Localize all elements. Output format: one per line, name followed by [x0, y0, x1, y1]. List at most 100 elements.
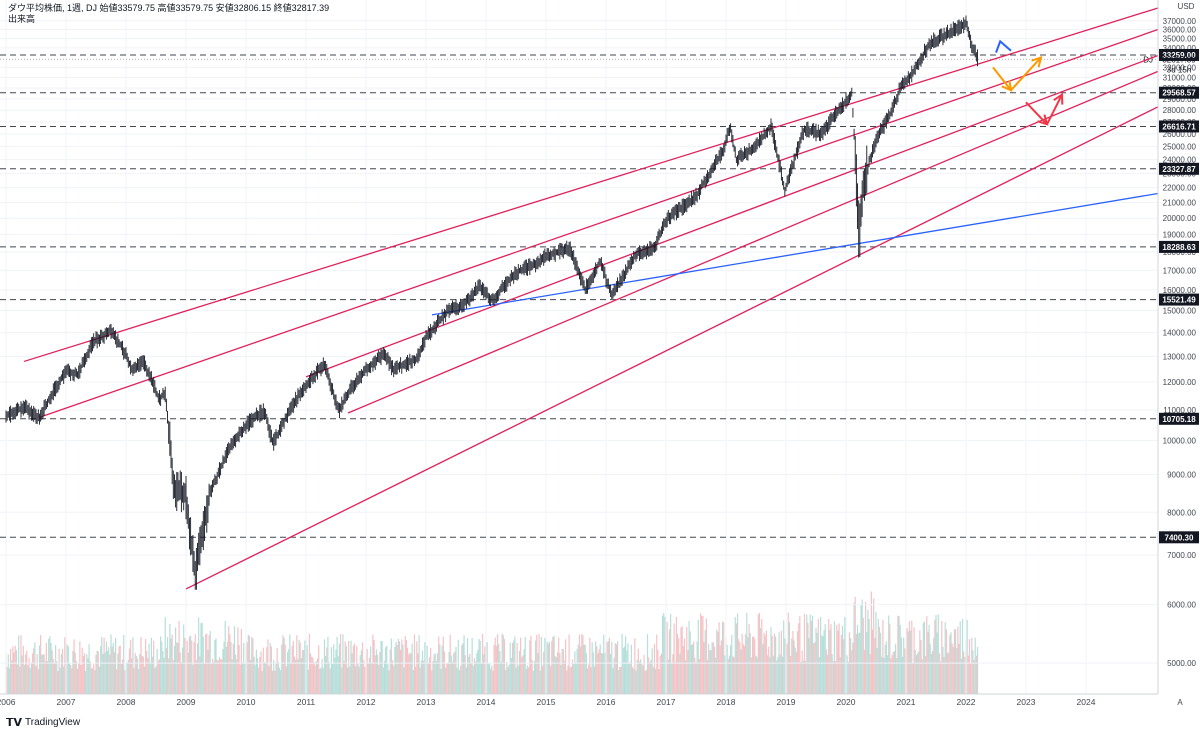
- volume-bar: [656, 634, 658, 694]
- volume-bar: [306, 645, 308, 694]
- volume-bar: [376, 655, 379, 694]
- volume-bar: [331, 663, 334, 694]
- volume-bar: [211, 658, 214, 694]
- volume-bar: [833, 621, 836, 694]
- volume-bar: [663, 613, 665, 694]
- volume-bar: [634, 638, 636, 694]
- volume-bar: [571, 659, 574, 694]
- volume-bar: [494, 637, 496, 694]
- volume-bar: [865, 601, 867, 694]
- volume-bar: [913, 627, 915, 694]
- volume-bar: [417, 653, 419, 694]
- arrow-down-segment[interactable]: [992, 66, 1012, 91]
- volume-bar: [21, 655, 23, 694]
- channel-line[interactable]: [185, 106, 1159, 590]
- volume-bar: [650, 660, 652, 694]
- volume-bar: [160, 636, 162, 694]
- volume-bar: [314, 665, 316, 694]
- volume-bar: [274, 670, 276, 694]
- volume-bar: [739, 642, 741, 694]
- arrow-up-segment[interactable]: [1010, 56, 1042, 91]
- arrow-up-head-icon[interactable]: [1031, 55, 1043, 68]
- level-price-tag-bg: [1159, 293, 1199, 306]
- volume-bar: [614, 643, 616, 694]
- volume-bar: [142, 656, 144, 694]
- volume-bar: [203, 663, 206, 694]
- scenario-arrows[interactable]: [992, 39, 1064, 126]
- auto-scale-button[interactable]: A: [1177, 698, 1183, 707]
- time-tick-label: 2024: [1077, 697, 1096, 707]
- price-axis[interactable]: USD 5000.00 6000.00 7000.00 8000.00 9000.00 10…: [1157, 0, 1200, 733]
- price-tick-label: 35000.00: [1163, 35, 1197, 44]
- arrow-down-head-icon[interactable]: [1001, 80, 1013, 92]
- volume-bar: [72, 650, 74, 694]
- channel-line[interactable]: [305, 54, 1159, 378]
- volume-bar: [803, 613, 806, 694]
- volume-bar: [756, 657, 758, 694]
- volume-bar: [697, 619, 699, 694]
- volume-bar: [473, 658, 476, 694]
- volume-bar: [303, 650, 305, 694]
- arrow-up-icon[interactable]: [995, 39, 1012, 53]
- arrow-up-segment[interactable]: [1046, 94, 1063, 125]
- volume-bar: [45, 643, 47, 694]
- price-tick-label: 10000.00: [1163, 437, 1197, 446]
- volume-bar: [776, 660, 778, 694]
- horizontal-levels[interactable]: DJ: [0, 54, 1158, 538]
- volume-bar: [398, 641, 401, 694]
- volume-bar: [601, 653, 604, 694]
- channel-line[interactable]: [347, 70, 1159, 414]
- volume-bar: [910, 630, 912, 694]
- volume-bar: [971, 637, 973, 694]
- volume-bar: [50, 642, 52, 694]
- volume-bar: [550, 666, 552, 694]
- volume-bar: [723, 622, 725, 694]
- volume-bar: [633, 668, 635, 694]
- volume-bar: [499, 650, 501, 694]
- arrow-up-head-icon[interactable]: [1053, 92, 1064, 105]
- volume-bar: [856, 624, 859, 694]
- volume-bar: [73, 639, 75, 694]
- volume-bar: [826, 655, 829, 694]
- trend-line[interactable]: [431, 192, 1159, 316]
- time-axis[interactable]: 2006 2007 2008 2009 2010 2011 2012 2013 2014 2015…: [0, 693, 1200, 733]
- price-tick-label: 26000.00: [1163, 130, 1197, 139]
- volume-bar: [368, 657, 371, 694]
- volume-bar: [966, 619, 968, 694]
- volume-bar: [693, 641, 695, 694]
- volume-bar: [124, 669, 126, 694]
- volume-bar: [358, 666, 360, 694]
- volume-bar: [396, 645, 398, 694]
- volume-bar: [215, 638, 217, 694]
- volume-bar: [821, 635, 823, 694]
- time-tick-label: 2011: [297, 697, 316, 707]
- volume-bar: [563, 660, 566, 694]
- volume-bar: [223, 641, 225, 694]
- arrow-down-segment[interactable]: [1025, 101, 1048, 125]
- tradingview-brand[interactable]: 𝗧𝗩 TradingView: [6, 716, 80, 729]
- volume-bar: [415, 666, 417, 694]
- volume-bar: [250, 659, 252, 694]
- volume-bar: [559, 653, 561, 694]
- volume-bar: [252, 638, 254, 694]
- channel-line[interactable]: [38, 28, 1159, 419]
- volume-bar: [93, 664, 95, 694]
- volume-bar: [199, 656, 201, 694]
- volume-bar: [454, 651, 456, 694]
- volume-bar: [926, 616, 928, 694]
- price-tick-label: 16000.00: [1163, 286, 1197, 295]
- drawn-lines[interactable]: [23, 7, 1159, 590]
- volume-bar: [12, 646, 14, 694]
- volume-bar: [11, 660, 13, 694]
- volume-bar: [616, 641, 619, 694]
- volume-bar: [922, 622, 924, 694]
- volume-bar: [651, 648, 653, 694]
- volume-bar: [128, 648, 131, 694]
- channel-line[interactable]: [23, 7, 1159, 363]
- volume-bar: [262, 647, 264, 694]
- volume-bar: [595, 641, 597, 694]
- volume-bar: [336, 636, 338, 694]
- volume-bar: [156, 648, 158, 694]
